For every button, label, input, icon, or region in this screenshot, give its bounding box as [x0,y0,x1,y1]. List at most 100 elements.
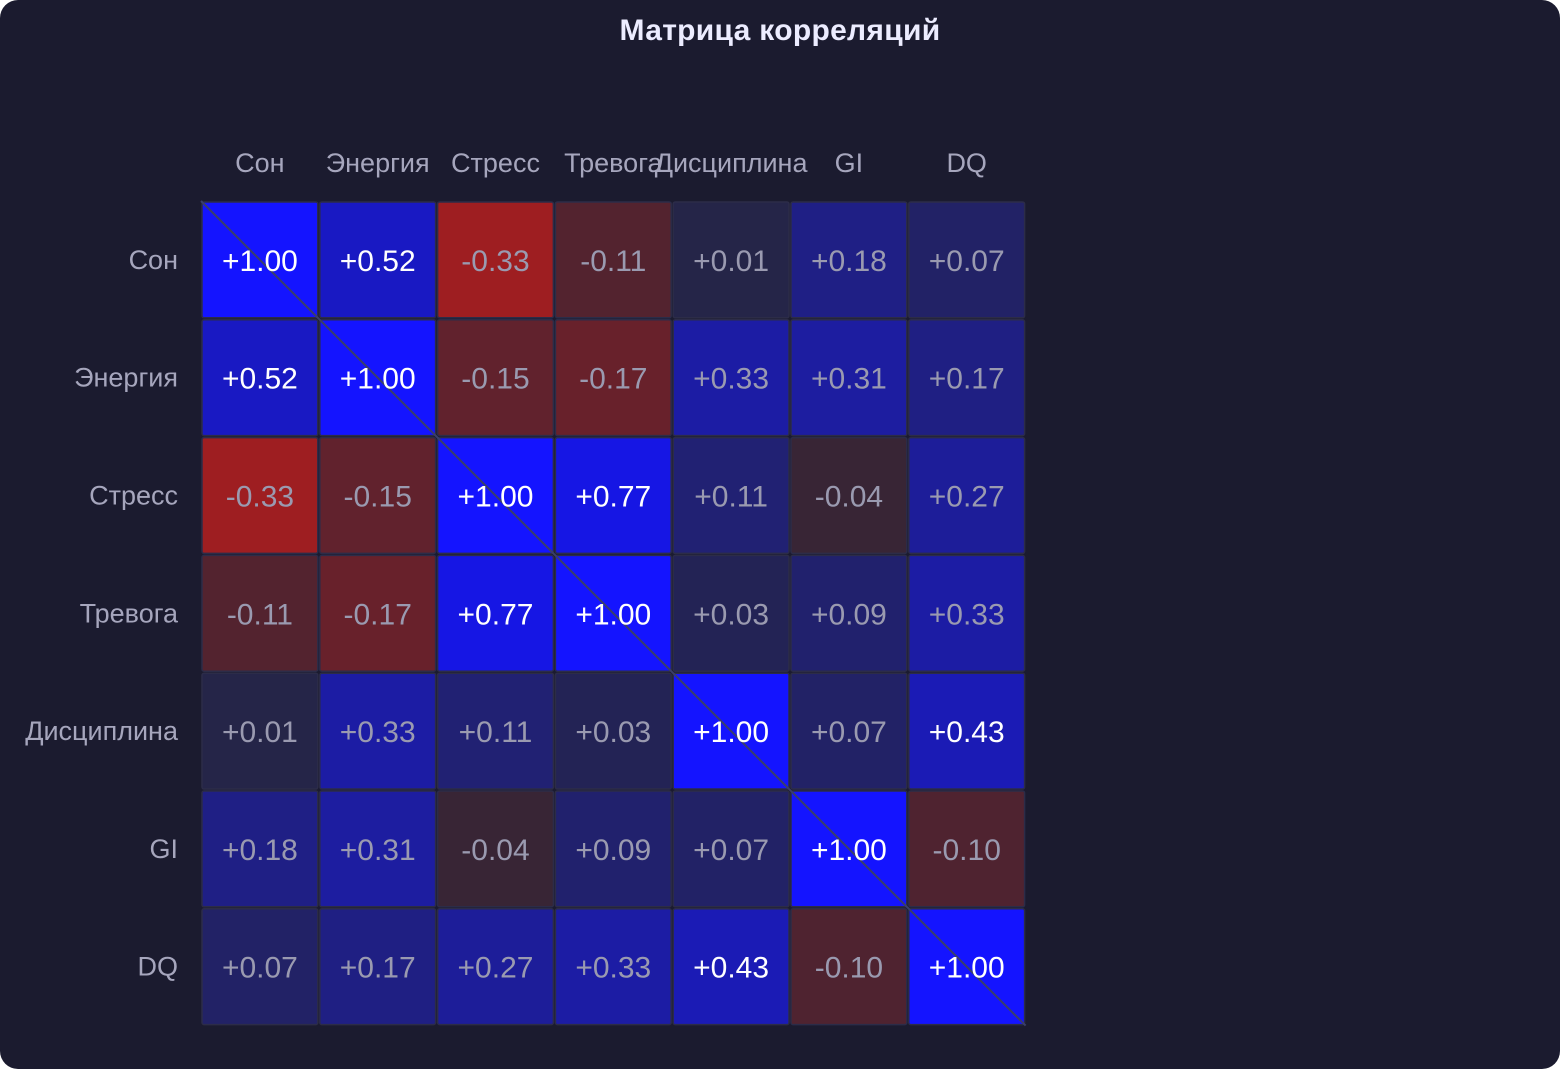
cell-value-label: +0.01 [222,716,298,749]
heatmap-cell [319,436,437,555]
heatmap-cell [201,436,319,555]
heatmap-cell [201,790,319,908]
cell-value-label: -0.17 [344,598,412,631]
cell-value-label: +0.09 [575,834,651,867]
heatmap-cell [790,201,908,319]
heatmap-cell [672,319,790,437]
cell-value-label: +1.00 [693,716,769,749]
cell-value-label: +0.07 [811,716,887,749]
heatmap-cell [908,436,1026,555]
heatmap-cell [554,201,672,319]
cell-value-label: +0.27 [929,481,1005,514]
heatmap-cell [908,790,1026,908]
heatmap-cell [790,319,908,437]
cell-value-label: +0.11 [459,716,533,749]
chart-title: Матрица корреляций [619,14,941,47]
cell-value-label: +1.00 [575,598,651,631]
heatmap-cell [554,436,672,555]
heatmap-cell [436,201,555,319]
cell-value-label: +0.01 [693,245,769,278]
heatmap-cell [790,436,908,555]
cell-value-label: +0.18 [222,834,298,867]
cell-value-label: +0.33 [693,363,769,396]
heatmap-cell [319,201,437,319]
heatmap-cell [436,672,555,790]
heatmap-cell [554,790,672,908]
cell-value-label: +0.33 [575,952,651,985]
heatmap-cell [908,201,1026,319]
cell-value-label: +0.31 [340,834,416,867]
cell-value-label: +1.00 [458,481,534,514]
col-label: GI [835,148,864,178]
cell-value-label: +0.33 [340,716,416,749]
heatmap-cell [790,554,908,672]
heatmap-cell [436,319,555,437]
diagonal-line [200,200,1027,1027]
row-label: Стресс [89,481,178,511]
heatmap-cell [201,672,319,790]
cell-value-label: +1.00 [222,245,298,278]
col-label: Дисциплина [655,148,809,178]
col-label: Стресс [451,148,540,178]
row-label: Дисциплина [25,716,179,746]
heatmap-cell [554,908,672,1026]
heatmap-cell [790,908,908,1026]
row-label: Сон [129,245,178,275]
heatmap-cell [201,319,319,437]
row-label: GI [149,834,178,864]
heatmap-cell [436,790,555,908]
cell-value-label: +0.07 [693,834,769,867]
heatmap-cell [436,554,555,672]
cell-value-label: +0.43 [693,952,769,985]
cell-value-label: +0.17 [340,952,416,985]
row-label: Энергия [74,363,178,393]
cell-value-label: -0.04 [461,834,529,867]
cell-value-label: -0.04 [815,481,883,514]
cell-value-label: +0.07 [222,952,298,985]
cell-value-label: -0.33 [461,245,529,278]
heatmap-cell [319,672,437,790]
heatmap-cell [672,436,790,555]
col-label: Сон [235,148,284,178]
heatmap-cell [672,554,790,672]
cell-value-label: +0.52 [222,363,298,396]
col-label: Энергия [326,148,430,178]
cell-value-label: +1.00 [340,363,416,396]
cell-value-label: +0.27 [458,952,534,985]
cell-value-label: +1.00 [929,952,1005,985]
heatmap-cell [319,790,437,908]
cell-value-label: -0.10 [815,952,883,985]
cell-value-label: -0.11 [580,245,646,278]
cell-value-label: +0.33 [929,598,1005,631]
heatmap-cell [554,319,672,437]
cell-value-label: -0.11 [227,598,293,631]
cell-value-label: +0.17 [929,363,1005,396]
cell-value-label: -0.15 [344,481,412,514]
heatmap-cell [436,908,555,1026]
cell-value-label: +0.03 [693,598,769,631]
cell-value-label: +1.00 [811,834,887,867]
cell-value-label: +0.77 [575,481,651,514]
heatmap-cell [672,201,790,319]
heatmap-cell [201,908,319,1026]
heatmap-cell [672,790,790,908]
cell-value-label: -0.17 [579,363,647,396]
col-label: Тревога [564,148,663,178]
cell-value-label: -0.33 [226,481,294,514]
cell-value-label: +0.11 [694,481,768,514]
cell-value-label: +0.03 [575,716,651,749]
heatmap-cell [319,908,437,1026]
cell-value-label: +0.09 [811,598,887,631]
col-label: DQ [946,148,987,178]
cell-value-label: -0.15 [461,363,529,396]
cell-value-label: -0.10 [933,834,1001,867]
cell-value-label: +0.31 [811,363,887,396]
cell-value-label: +0.52 [340,245,416,278]
heatmap-cell [908,672,1026,790]
cell-value-label: +0.18 [811,245,887,278]
heatmap-cell [908,319,1026,437]
heatmap-cell [201,554,319,672]
heatmap-cell [319,554,437,672]
